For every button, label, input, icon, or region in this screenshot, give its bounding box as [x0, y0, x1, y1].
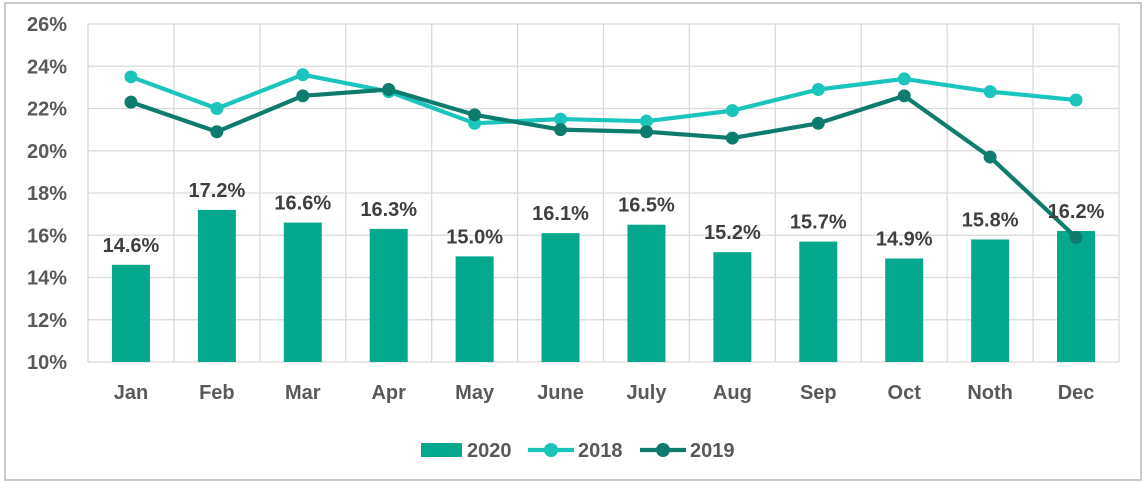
x-axis-category-label: May [455, 382, 495, 404]
bar-2020-Oct [885, 258, 924, 362]
legend-label-2020: 2020 [467, 440, 512, 462]
line-marker-2018-Jan [124, 70, 138, 84]
bar-data-label-Jan: 14.6% [103, 235, 160, 257]
bar-2020-Mar [283, 222, 322, 362]
bar-2020-Dec [1057, 231, 1096, 362]
x-axis-category-label: Apr [371, 382, 406, 404]
line-marker-2018-Oct [897, 72, 911, 86]
bar-2020-June [541, 233, 580, 362]
line-marker-2018-Sep [811, 82, 825, 96]
bar-data-label-Sep: 15.7% [790, 212, 847, 234]
y-axis-tick-label: 12% [27, 310, 67, 332]
line-marker-2018-Feb [210, 102, 224, 115]
line-marker-2019-July [639, 125, 653, 139]
y-axis-tick-label: 14% [27, 268, 67, 290]
line-marker-2018-June [554, 112, 568, 126]
y-axis-tick-label: 16% [27, 225, 67, 247]
y-axis-tick-label: 20% [27, 141, 67, 163]
legend: 2020 2018 2019 [421, 440, 735, 462]
line-series-2019 [128, 87, 1079, 240]
bar-data-label-Mar: 16.6% [274, 193, 331, 215]
line-marker-2019-May [468, 108, 482, 122]
line-marker-2019-June [554, 123, 568, 137]
x-axis-category-label: Noth [967, 382, 1013, 404]
bar-data-label-Noth: 15.8% [962, 209, 1019, 231]
bar-data-label-Dec: 16.2% [1048, 201, 1105, 223]
bar-data-label-Apr: 16.3% [360, 199, 417, 221]
bar-2020-Noth [971, 239, 1010, 362]
bar-data-label-May: 15.0% [446, 226, 503, 248]
bar-data-label-Feb: 17.2% [189, 180, 246, 202]
bar-2020-May [455, 256, 494, 362]
y-axis-tick-label: 10% [27, 352, 67, 374]
x-axis-category-label: June [537, 382, 584, 404]
x-axis-category-label: Sep [800, 382, 837, 404]
line-marker-2019-Sep [811, 116, 825, 130]
x-axis-category-label: Oct [888, 382, 922, 404]
bar-data-label-June: 16.1% [532, 203, 589, 225]
line-marker-2019-Aug [725, 131, 739, 145]
y-axis-tick-label: 22% [27, 99, 67, 121]
x-axis-category-label: Feb [199, 382, 235, 404]
line-series-2018 [128, 72, 1079, 126]
bar-2020-Sep [799, 241, 838, 362]
bar-2020-Aug [713, 252, 752, 362]
bar-2020-Feb [197, 209, 236, 362]
bar-data-label-Oct: 14.9% [876, 228, 933, 250]
x-axis-category-label: Aug [713, 382, 752, 404]
bar-data-label-July: 16.5% [618, 195, 675, 217]
y-axis-tick-label: 18% [27, 183, 67, 205]
x-axis-category-label: Dec [1058, 382, 1095, 404]
line-marker-2018-Dec [1069, 93, 1083, 107]
legend-marker-2019 [656, 443, 670, 457]
line-marker-2019-Oct [897, 89, 911, 103]
x-axis-category-label: July [626, 382, 667, 404]
bar-2020-Apr [369, 228, 408, 362]
y-axis-tick-label: 26% [27, 14, 67, 36]
line-marker-2018-Noth [983, 85, 997, 99]
line-marker-2019-Mar [296, 89, 310, 103]
chart-frame [4, 2, 1142, 481]
line-marker-2018-July [639, 114, 653, 128]
line-marker-2018-Mar [296, 68, 310, 82]
line-marker-2019-Noth [983, 150, 997, 164]
line-marker-2018-Aug [725, 104, 739, 118]
y-axis-tick-label: 24% [27, 56, 67, 78]
legend-marker-2018 [544, 443, 558, 457]
legend-swatch-2020 [421, 443, 462, 457]
line-marker-2019-Feb [210, 125, 224, 139]
x-axis-category-label: Jan [114, 382, 148, 404]
bar-2020-Jan [111, 264, 150, 362]
bar-data-label-Aug: 15.2% [704, 222, 761, 244]
line-marker-2019-Dec [1069, 230, 1083, 244]
legend-label-2019: 2019 [690, 440, 735, 462]
line-marker-2019-Jan [124, 95, 138, 109]
bar-2020-July [627, 224, 666, 362]
x-axis-category-label: Mar [285, 382, 321, 404]
legend-label-2018: 2018 [578, 440, 623, 462]
line-marker-2019-Apr [382, 82, 396, 96]
